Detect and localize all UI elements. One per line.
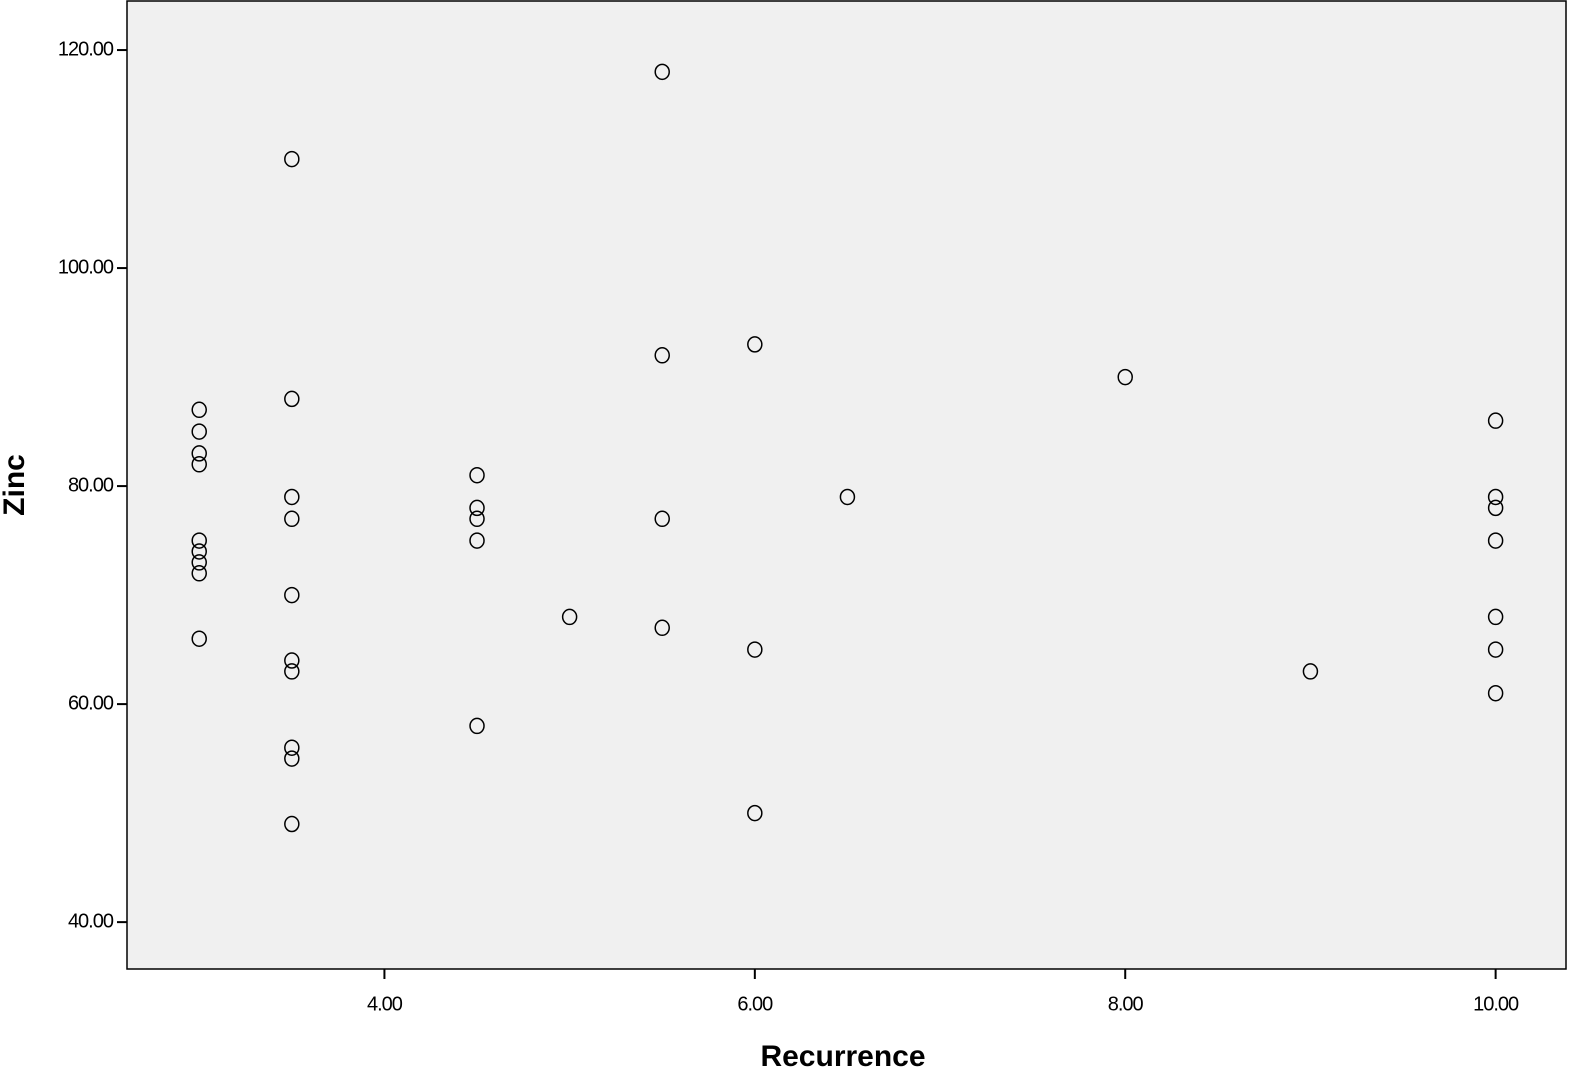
point bbox=[284, 488, 300, 506]
x-tick-label: 8.00 bbox=[1108, 993, 1144, 1015]
point bbox=[284, 663, 300, 680]
point bbox=[561, 608, 578, 626]
point bbox=[469, 532, 485, 549]
point bbox=[469, 717, 485, 735]
x-tick-label: 4.00 bbox=[367, 993, 403, 1015]
point bbox=[284, 815, 300, 833]
point bbox=[747, 336, 763, 353]
point bbox=[1487, 488, 1504, 506]
y-tick-label: 120.00 bbox=[58, 38, 114, 60]
plot-area bbox=[126, 0, 1567, 970]
point bbox=[191, 401, 207, 419]
point bbox=[191, 445, 207, 462]
point bbox=[1487, 499, 1504, 517]
point bbox=[191, 456, 207, 473]
point bbox=[191, 630, 207, 647]
point bbox=[284, 390, 300, 408]
point bbox=[191, 423, 207, 440]
point bbox=[284, 739, 300, 756]
point bbox=[1487, 532, 1504, 549]
point bbox=[654, 347, 670, 364]
point bbox=[284, 750, 300, 767]
point bbox=[1487, 684, 1504, 702]
point bbox=[654, 510, 670, 528]
x-axis-title: Recurrence bbox=[760, 1040, 925, 1073]
y-tick-label: 80.00 bbox=[68, 474, 114, 496]
y-tick-label: 100.00 bbox=[58, 256, 114, 278]
point bbox=[654, 63, 670, 81]
point bbox=[1487, 412, 1504, 429]
point bbox=[191, 543, 207, 560]
point bbox=[191, 565, 207, 582]
point bbox=[1487, 641, 1504, 658]
point bbox=[469, 499, 485, 517]
y-tick-label: 40.00 bbox=[68, 910, 114, 932]
point bbox=[191, 554, 207, 571]
point bbox=[1487, 608, 1504, 626]
x-tick-label: 10.00 bbox=[1473, 993, 1519, 1015]
point bbox=[284, 510, 300, 528]
point bbox=[654, 619, 670, 637]
point bbox=[1302, 663, 1319, 680]
point bbox=[839, 488, 856, 506]
y-axis-title: Zinc bbox=[0, 454, 31, 516]
point bbox=[284, 586, 300, 604]
y-tick-label: 60.00 bbox=[68, 692, 114, 714]
point bbox=[284, 150, 300, 168]
x-tick-label: 6.00 bbox=[737, 993, 773, 1015]
point bbox=[469, 466, 485, 484]
point bbox=[469, 510, 485, 528]
point bbox=[191, 532, 207, 549]
point bbox=[284, 652, 300, 669]
point bbox=[1117, 368, 1133, 386]
point bbox=[747, 804, 763, 822]
point bbox=[747, 641, 763, 658]
